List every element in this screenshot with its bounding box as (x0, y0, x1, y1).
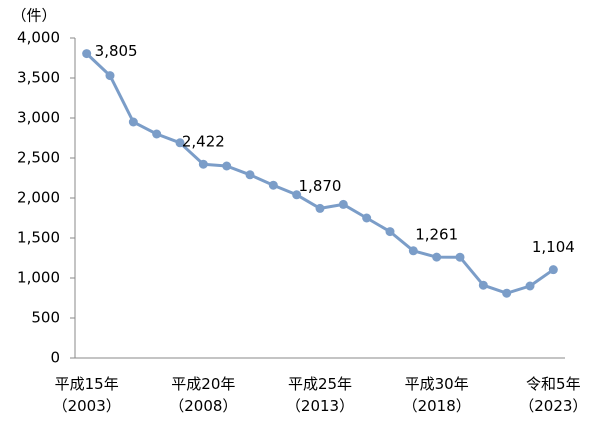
x-tick-label: 令和5年 （2023） (519, 375, 588, 415)
point (152, 129, 162, 139)
point (525, 281, 535, 291)
x-tick-label: 平成25年 （2013） (285, 375, 355, 415)
point (245, 170, 255, 180)
point (198, 159, 208, 169)
y-tick-label: 500 (31, 309, 60, 327)
point (362, 213, 372, 223)
y-unit-label: （件） (11, 7, 56, 25)
point (385, 227, 395, 237)
x-tick-label: 平成15年 （2003） (52, 375, 121, 415)
point (175, 138, 185, 148)
y-tick-label: 1,000 (17, 269, 60, 287)
point (105, 71, 115, 81)
data-label: 1,104 (532, 238, 575, 256)
y-tick-label: 4,000 (17, 29, 60, 47)
data-label: 2,422 (182, 133, 225, 151)
point (432, 252, 442, 262)
point (128, 117, 138, 127)
x-tick-label: 平成30年 （2018） (402, 375, 471, 415)
y-tick-label: 2,500 (17, 149, 60, 167)
point (455, 252, 465, 262)
line (85, 52, 555, 295)
point (408, 246, 418, 256)
y-tick-label: 0 (50, 349, 60, 367)
data-label: 1,261 (415, 226, 458, 244)
point (222, 161, 232, 171)
point (82, 49, 92, 59)
point (478, 280, 488, 290)
data-label: 3,805 (95, 42, 138, 60)
y-tick-label: 1,500 (17, 229, 60, 247)
point (315, 203, 325, 213)
y-tick-label: 2,000 (17, 189, 60, 207)
point (548, 265, 558, 275)
point (338, 199, 348, 209)
data-label: 1,870 (299, 177, 342, 195)
point (268, 180, 278, 190)
y-tick-label: 3,000 (17, 109, 60, 127)
point (292, 190, 302, 200)
y-tick-label: 3,500 (17, 69, 60, 87)
x-tick-label: 平成20年 （2008） (169, 375, 238, 415)
point (502, 288, 512, 298)
